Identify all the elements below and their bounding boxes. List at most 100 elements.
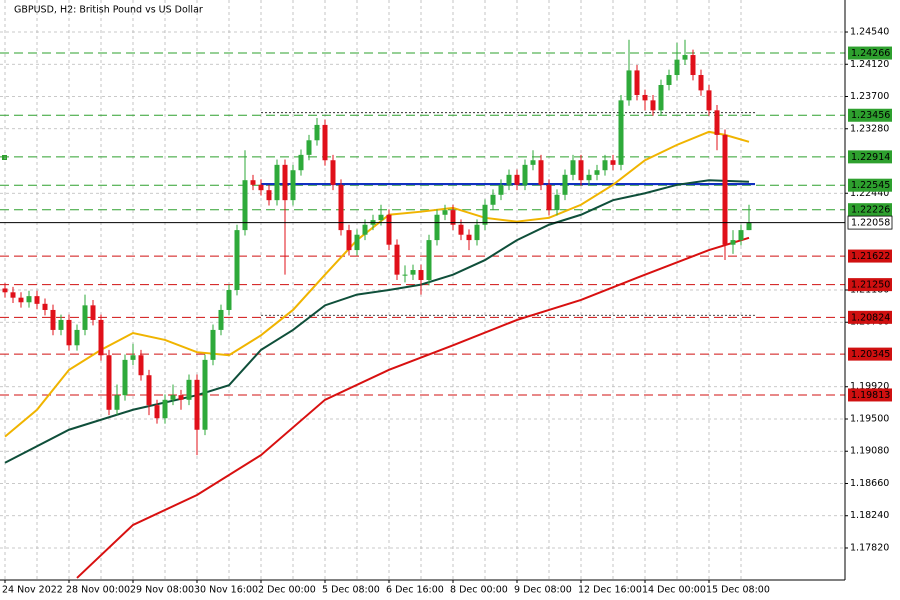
candle-body — [210, 329, 216, 360]
candle-body — [90, 305, 96, 320]
candle-body — [186, 379, 192, 400]
y-tick-label: 1.17820 — [850, 542, 889, 553]
candle-body — [626, 70, 632, 101]
level-label-box — [848, 46, 892, 60]
candle-body — [642, 94, 648, 101]
level-label-box — [848, 108, 892, 122]
level-label: 1.22545 — [851, 180, 890, 191]
y-tick-label: 1.19920 — [850, 381, 889, 392]
marker — [2, 155, 7, 160]
candle-body — [466, 234, 472, 241]
candle-body — [346, 230, 352, 251]
level-label-box — [848, 178, 892, 192]
candle-body — [498, 184, 504, 195]
candle-body — [442, 210, 448, 215]
candle-body — [154, 405, 160, 419]
candle-body — [690, 55, 696, 76]
level-label-box — [848, 310, 892, 324]
y-tick-label: 1.23700 — [850, 91, 889, 102]
plot — [0, 39, 845, 579]
candle-body — [298, 154, 304, 171]
candle-body — [610, 160, 616, 165]
level-label: 1.20824 — [851, 312, 890, 323]
x-tick-label: 5 Dec 08:00 — [322, 585, 380, 596]
candle-body — [634, 70, 640, 95]
candle-body — [178, 395, 184, 400]
candle-body — [698, 75, 704, 91]
candle-body — [106, 355, 112, 410]
candle-body — [170, 395, 176, 400]
candle-body — [618, 100, 624, 165]
candle-body — [330, 160, 336, 185]
candle-body — [130, 355, 136, 360]
candle-body — [378, 214, 384, 221]
level-label: 1.21250 — [851, 280, 890, 291]
level-label: 1.22226 — [851, 205, 890, 216]
candle-body — [602, 160, 608, 171]
y-tick-label: 1.18240 — [850, 510, 889, 521]
candle-body — [522, 164, 528, 185]
candle-body — [10, 292, 16, 298]
candle-body — [66, 319, 72, 346]
candle-body — [274, 164, 280, 201]
candle-body — [410, 270, 416, 275]
candle-body — [482, 204, 488, 225]
last-price-label: 1.22058 — [851, 218, 890, 229]
candle-body — [282, 164, 288, 201]
candle-body — [58, 319, 64, 330]
x-tick-label: 12 Dec 16:00 — [578, 585, 642, 596]
candle-body — [586, 174, 592, 181]
chart-title: GBPUSD, H2: British Pound vs US Dollar — [14, 5, 203, 16]
candle-body — [554, 194, 560, 211]
y-tick-label: 1.24540 — [850, 27, 889, 38]
candle-body — [354, 234, 360, 251]
level-label-box — [848, 388, 892, 402]
candle-body — [386, 214, 392, 245]
candle-body — [394, 244, 400, 275]
candle-body — [674, 59, 680, 76]
candle-body — [362, 224, 368, 235]
candle-body — [650, 100, 656, 111]
level-label: 1.22914 — [851, 152, 890, 163]
level-label: 1.23456 — [851, 110, 890, 121]
x-tick-label: 29 Nov 08:00 — [130, 585, 194, 596]
candle-body — [322, 124, 328, 161]
candle-body — [2, 288, 8, 293]
candle-body — [738, 230, 744, 241]
candle-body — [26, 296, 32, 303]
x-tick-label: 28 Nov 00:00 — [66, 585, 130, 596]
axis: 1.245401.241201.237001.232801.224401.211… — [2, 27, 893, 596]
candle-body — [314, 124, 320, 141]
candle-body — [594, 170, 600, 175]
level-label-box — [848, 347, 892, 361]
candle-body — [418, 270, 424, 281]
candle-body — [402, 274, 408, 276]
y-tick-label: 1.18660 — [850, 478, 889, 489]
candle-body — [114, 395, 120, 410]
y-tick-label: 1.23280 — [850, 123, 889, 134]
x-tick-label: 24 Nov 2022 — [2, 585, 63, 596]
candle-body — [474, 224, 480, 241]
x-tick-label: 9 Dec 08:00 — [514, 585, 572, 596]
candle-body — [42, 303, 48, 310]
level-label-box — [848, 150, 892, 164]
level-label-box — [848, 203, 892, 217]
candle-body — [434, 214, 440, 241]
x-tick-label: 2 Dec 00:00 — [258, 585, 316, 596]
candle-body — [682, 55, 688, 60]
level-label: 1.21622 — [851, 251, 890, 262]
candle-body — [34, 296, 40, 304]
candle-body — [202, 359, 208, 430]
candle-body — [82, 305, 88, 330]
candle-body — [138, 355, 144, 376]
candle-body — [538, 160, 544, 185]
candle-body — [458, 224, 464, 235]
level-label: 1.24266 — [851, 48, 890, 59]
x-tick-label: 8 Dec 00:00 — [450, 585, 508, 596]
candle-body — [338, 184, 344, 231]
candle-body — [714, 110, 720, 135]
candle-body — [578, 160, 584, 181]
y-tick-label: 1.19500 — [850, 413, 889, 424]
